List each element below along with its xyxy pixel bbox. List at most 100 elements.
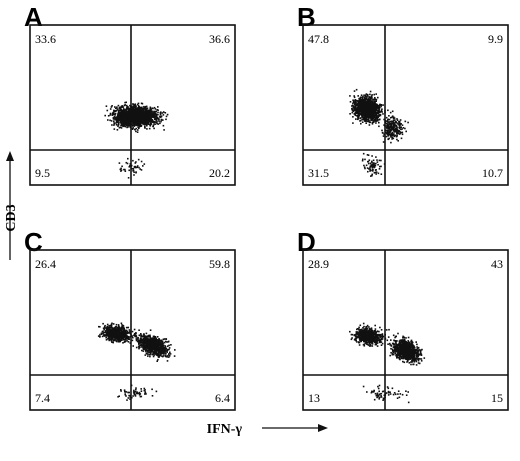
event-dot bbox=[400, 123, 402, 125]
event-dot bbox=[134, 121, 137, 124]
event-dot bbox=[395, 129, 397, 132]
event-dot bbox=[364, 104, 367, 107]
event-dot bbox=[124, 336, 126, 338]
event-dot bbox=[374, 97, 376, 99]
event-dot bbox=[105, 105, 108, 107]
event-dot bbox=[389, 126, 391, 128]
event-dot bbox=[110, 324, 113, 327]
event-dot bbox=[387, 124, 389, 126]
event-dot bbox=[140, 336, 142, 338]
event-dot bbox=[374, 165, 376, 167]
event-dot bbox=[354, 112, 356, 114]
event-dot bbox=[118, 331, 120, 334]
event-dot bbox=[151, 339, 154, 341]
event-dot bbox=[128, 338, 130, 341]
event-dot bbox=[140, 121, 143, 124]
event-dot bbox=[352, 107, 355, 109]
event-dot bbox=[144, 113, 146, 115]
event-dot bbox=[368, 116, 370, 118]
event-dot bbox=[358, 326, 360, 329]
event-dot bbox=[139, 125, 141, 128]
event-dot bbox=[129, 126, 132, 129]
event-dot bbox=[109, 112, 112, 115]
event-dot bbox=[112, 340, 115, 342]
event-dot bbox=[370, 107, 373, 110]
event-dot bbox=[373, 331, 375, 333]
event-dot bbox=[136, 108, 138, 110]
event-dot bbox=[157, 353, 160, 355]
event-dot bbox=[132, 345, 134, 347]
event-dot bbox=[107, 332, 110, 335]
event-dot bbox=[132, 114, 135, 117]
event-dot bbox=[397, 140, 399, 142]
event-dot bbox=[145, 350, 147, 353]
event-dot bbox=[125, 101, 127, 104]
event-dot bbox=[138, 119, 140, 121]
event-dot bbox=[375, 156, 377, 158]
event-dot bbox=[370, 99, 372, 102]
event-dot bbox=[103, 334, 105, 336]
event-dot bbox=[367, 162, 370, 165]
event-dot bbox=[120, 337, 123, 340]
event-dot bbox=[148, 346, 151, 348]
event-dot bbox=[129, 398, 131, 400]
event-dot bbox=[146, 128, 148, 130]
event-dot bbox=[103, 325, 106, 328]
event-dot bbox=[380, 335, 383, 338]
event-dot bbox=[121, 327, 124, 330]
event-dot bbox=[113, 123, 116, 125]
event-dot bbox=[160, 116, 162, 118]
event-dot bbox=[370, 330, 372, 333]
event-dot bbox=[363, 104, 365, 106]
event-dot bbox=[149, 334, 151, 337]
event-dot bbox=[145, 110, 148, 112]
event-dot bbox=[362, 102, 365, 105]
event-dot bbox=[112, 327, 114, 329]
event-dot bbox=[153, 338, 155, 340]
event-dot bbox=[114, 338, 116, 340]
event-dot bbox=[367, 94, 369, 97]
event-dot bbox=[365, 94, 367, 96]
event-dot bbox=[368, 99, 371, 101]
panel-c-letter: C bbox=[24, 227, 43, 257]
event-dot bbox=[371, 118, 374, 121]
event-dot bbox=[114, 106, 116, 108]
event-dot bbox=[360, 111, 363, 113]
event-dot bbox=[134, 128, 136, 131]
event-dot bbox=[167, 340, 170, 343]
event-dot bbox=[146, 117, 149, 120]
event-dot bbox=[152, 347, 154, 350]
event-dot bbox=[169, 353, 172, 355]
event-dot bbox=[128, 109, 130, 112]
event-dot bbox=[360, 122, 362, 125]
event-dot bbox=[124, 114, 127, 116]
event-dot bbox=[134, 390, 137, 393]
event-dot bbox=[356, 109, 359, 111]
event-dot bbox=[375, 117, 377, 119]
event-dot bbox=[135, 336, 138, 338]
event-dot bbox=[142, 338, 144, 341]
event-dot bbox=[356, 115, 358, 117]
event-dot bbox=[370, 110, 373, 112]
event-dot bbox=[142, 350, 145, 352]
event-dot bbox=[110, 339, 113, 342]
event-dot bbox=[140, 338, 143, 340]
event-dot bbox=[378, 125, 380, 128]
event-dot bbox=[373, 115, 375, 118]
event-dot bbox=[389, 111, 392, 114]
event-dot bbox=[155, 352, 158, 355]
event-dot bbox=[361, 99, 364, 102]
event-dot bbox=[149, 121, 152, 123]
event-dot bbox=[99, 333, 101, 336]
event-dot bbox=[377, 337, 379, 340]
event-dot bbox=[118, 117, 121, 120]
event-dot bbox=[114, 117, 116, 119]
event-dot bbox=[356, 328, 359, 330]
event-dot bbox=[357, 114, 360, 117]
event-dot bbox=[351, 105, 353, 107]
event-dot bbox=[349, 330, 351, 333]
event-dot bbox=[353, 109, 355, 111]
event-dot bbox=[162, 111, 165, 113]
event-dot bbox=[158, 356, 160, 358]
event-dot bbox=[356, 99, 358, 102]
